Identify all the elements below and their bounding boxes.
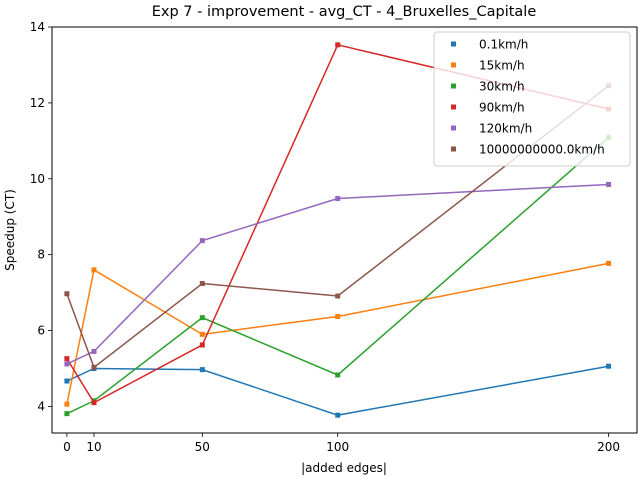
data-point-3-0 bbox=[64, 356, 70, 362]
chart-marks bbox=[64, 42, 612, 418]
x-tick-label-0: 0 bbox=[63, 440, 71, 454]
data-point-3-3 bbox=[335, 42, 341, 48]
y-tick-label-0: 4 bbox=[37, 399, 45, 413]
plot-frame bbox=[51, 26, 638, 434]
legend-box bbox=[433, 31, 631, 167]
y-tick-label-2: 8 bbox=[37, 248, 45, 262]
data-point-1-0 bbox=[64, 401, 70, 407]
data-point-4-2 bbox=[199, 238, 205, 244]
data-point-3-2 bbox=[199, 342, 205, 348]
legend-label-3: 90km/h bbox=[479, 101, 525, 115]
data-point-1-3 bbox=[335, 314, 341, 320]
series-line-2 bbox=[66, 136, 610, 415]
legend-marker-2 bbox=[451, 83, 456, 89]
series-line-4 bbox=[66, 183, 609, 365]
legend-label-1: 15km/h bbox=[479, 59, 525, 73]
x-tick-label-4: 200 bbox=[597, 440, 620, 454]
chart-title: Exp 7 - improvement - avg_CT - 4_Bruxell… bbox=[152, 4, 537, 20]
data-point-2-3 bbox=[335, 372, 341, 378]
x-axis-label: |added edges| bbox=[301, 461, 387, 475]
data-point-4-3 bbox=[335, 196, 341, 202]
data-point-0-0 bbox=[64, 378, 70, 384]
data-point-1-1 bbox=[91, 267, 97, 273]
y-axis-label: Speedup (CT) bbox=[3, 189, 17, 271]
x-tick-label-1: 10 bbox=[86, 440, 101, 454]
legend-marker-1 bbox=[451, 62, 456, 68]
legend-marker-3 bbox=[451, 104, 456, 110]
legend-label-0: 0.1km/h bbox=[479, 38, 528, 52]
data-point-4-1 bbox=[91, 348, 97, 354]
data-point-4-0 bbox=[64, 361, 70, 367]
data-point-0-3 bbox=[335, 412, 341, 418]
x-tick-label-2: 50 bbox=[195, 440, 210, 454]
data-point-3-1 bbox=[91, 400, 97, 406]
data-point-2-2 bbox=[199, 315, 205, 321]
data-point-2-0 bbox=[64, 411, 70, 417]
legend-label-5: 10000000000.0km/h bbox=[479, 143, 605, 157]
y-tick-label-5: 14 bbox=[30, 20, 45, 34]
legend-label-4: 120km/h bbox=[479, 122, 532, 136]
y-tick-label-3: 10 bbox=[30, 172, 45, 186]
data-point-5-2 bbox=[199, 281, 205, 287]
data-point-1-4 bbox=[606, 260, 612, 266]
y-axis: 4 6 8 10 12 14 bbox=[30, 20, 52, 413]
x-axis: 0 10 50 100 200 bbox=[63, 433, 620, 454]
data-point-5-3 bbox=[335, 293, 341, 299]
data-point-1-2 bbox=[199, 331, 205, 337]
legend-label-2: 30km/h bbox=[479, 80, 525, 94]
x-tick-label-3: 100 bbox=[326, 440, 349, 454]
y-tick-label-1: 6 bbox=[37, 324, 45, 338]
legend-marker-5 bbox=[451, 146, 456, 152]
data-point-5-1 bbox=[91, 364, 97, 370]
data-point-4-4 bbox=[606, 181, 612, 187]
data-point-5-0 bbox=[64, 291, 70, 297]
legend: 0.1km/h 15km/h 30km/h 90km/h 120km/h 10000000… bbox=[433, 31, 631, 167]
legend-marker-4 bbox=[451, 125, 456, 131]
data-point-0-4 bbox=[606, 363, 612, 369]
data-point-0-2 bbox=[199, 367, 205, 373]
legend-marker-0 bbox=[451, 41, 456, 47]
series-line-1 bbox=[66, 262, 609, 405]
y-tick-label-4: 12 bbox=[30, 96, 45, 110]
